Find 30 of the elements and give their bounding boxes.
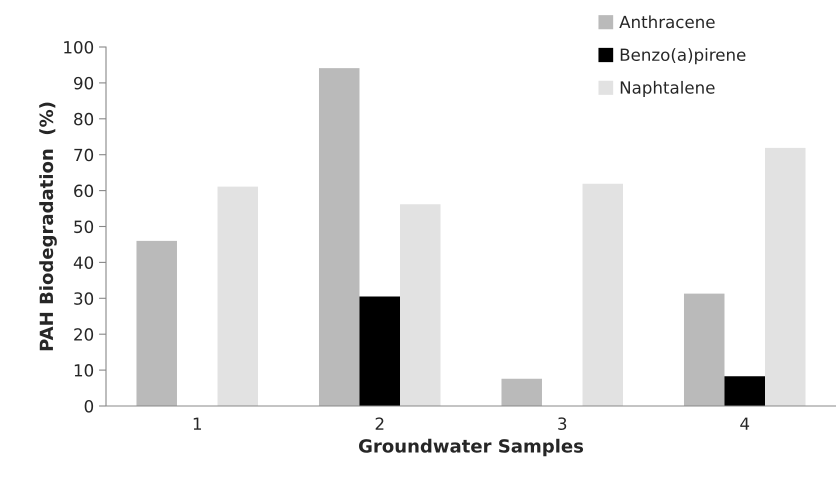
- bar: [136, 240, 177, 406]
- y-tick-label: 60: [74, 184, 94, 198]
- y-tick-label: 100: [64, 40, 94, 54]
- y-tick-label: 50: [74, 220, 94, 234]
- bar: [765, 148, 806, 406]
- x-tick-label: 3: [558, 417, 566, 430]
- x-axis-title: Groundwater Samples: [359, 438, 584, 456]
- y-tick-label: 70: [74, 148, 94, 162]
- y-tick-label: 80: [74, 112, 94, 126]
- legend-label: Anthracene: [619, 15, 715, 28]
- y-tick-label: 40: [74, 256, 94, 269]
- x-tick-label: 1: [194, 418, 202, 430]
- x-tick-label: 2: [376, 417, 384, 430]
- bar: [501, 378, 542, 406]
- bar: [684, 294, 724, 406]
- bar: [582, 184, 624, 406]
- y-axis-title: PAH Biodegradation (%): [39, 102, 57, 350]
- y-tick-label: 0: [84, 400, 94, 413]
- bar: [400, 204, 441, 406]
- bar: [318, 68, 360, 406]
- bar: [724, 376, 766, 406]
- y-tick-label: 10: [74, 364, 94, 377]
- y-tick-label: 20: [74, 328, 94, 341]
- y-tick-label: 90: [74, 76, 94, 90]
- legend-label: Naphtalene: [620, 80, 715, 98]
- y-tick-label: 30: [74, 292, 94, 305]
- legend-label: Benzo(a)pirene: [620, 48, 746, 64]
- bar: [218, 186, 258, 406]
- bar: [359, 296, 400, 406]
- x-tick-label: 4: [740, 418, 750, 430]
